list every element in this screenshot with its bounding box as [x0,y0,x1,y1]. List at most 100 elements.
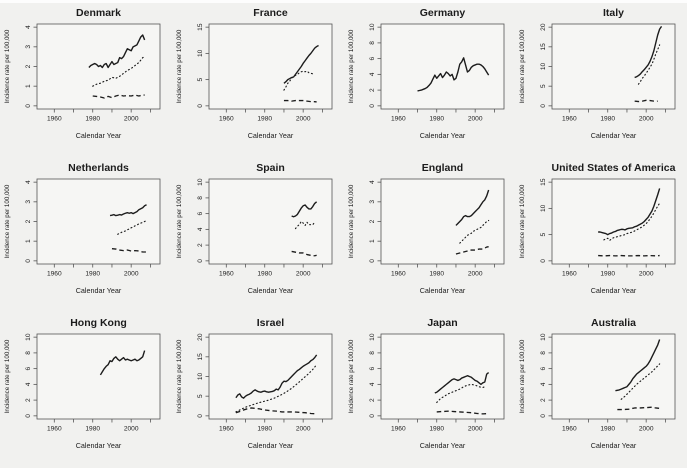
x-tick-label: 1980 [601,116,616,123]
x-tick-label: 1960 [47,426,62,433]
dashed-line [634,99,659,103]
y-tick-label: 0 [197,259,204,263]
top-margin-strip [0,0,687,3]
dotted-line [458,219,489,244]
y-tick-label: 8 [25,351,32,355]
dotted-line [435,383,485,404]
y-axis-label: Incidence rate per 100,000 [348,339,355,413]
x-tick-label: 1960 [562,116,577,123]
y-tick-label: 2 [369,88,376,92]
solid-line [291,201,317,218]
y-tick-label: 8 [369,351,376,355]
y-tick-label: 6 [540,366,547,370]
x-tick-label: 1960 [47,116,62,123]
y-tick-label: 3 [25,45,32,49]
chart-title: Denmark [76,7,121,19]
y-tick-label: 5 [540,84,547,88]
y-tick-label: 0 [369,414,376,418]
plot-area [551,23,676,110]
plot-area [208,333,333,420]
x-tick-label: 2000 [467,271,482,278]
dotted-line [92,56,146,87]
x-axis-label: Calendar Year [247,441,293,450]
y-tick-label: 10 [540,63,547,71]
x-tick-label: 1980 [85,116,100,123]
x-tick-label: 1980 [429,426,444,433]
y-tick-label: 2 [369,219,376,223]
dotted-line [638,44,661,85]
dotted-line [620,363,661,400]
y-tick-label: 8 [369,41,376,45]
chart-title: Japan [427,317,457,329]
plot-area [551,178,676,265]
y-tick-label: 3 [369,200,376,204]
chart-title: England [421,162,462,174]
x-tick-label: 1980 [601,271,616,278]
y-tick-label: 2 [25,219,32,223]
y-tick-label: 15 [197,353,204,361]
chart-title: Australia [591,317,636,329]
dotted-line [235,364,317,413]
plot-svg: 1960 1980 2000 0 2 4 6 8 10 Japan Calendar Year Inc… [348,317,504,450]
y-axis-label: Incidence rate per 100,000 [4,339,11,413]
x-tick-label: 2000 [296,271,311,278]
plot-svg: 1960 1980 2000 0 2 4 6 8 10 Spain Calendar Year Inc… [176,162,333,295]
y-tick-label: 10 [25,333,32,341]
y-tick-label: 0 [197,414,204,418]
plot-svg: 1960 1980 2000 0 1 2 3 4 Netherlands Calendar Yea… [4,162,161,295]
x-tick-label: 1980 [601,426,616,433]
y-tick-label: 0 [25,259,32,263]
solid-line [598,188,661,236]
x-tick-label: 1980 [429,116,444,123]
x-tick-label: 1980 [85,271,100,278]
x-tick-label: 2000 [639,271,654,278]
dashed-line [291,250,317,257]
solid-line [416,57,489,92]
chart-panel: 1960 1980 2000 0 5 10 15 United States of Ameri… [515,158,687,313]
plot-svg: 1960 1980 2000 0 5 10 15 United States of Ameri… [519,162,676,295]
y-tick-label: 10 [369,333,376,341]
y-tick-label: 1 [369,239,376,243]
x-axis-label: Calendar Year [419,131,465,140]
y-tick-label: 0 [25,104,32,108]
y-tick-label: 10 [540,333,547,341]
y-tick-label: 8 [197,196,204,200]
dashed-line [92,94,145,99]
dotted-line [294,220,316,230]
dashed-line [617,406,660,411]
plot-svg: 1960 1980 2000 0 5 10 15 20 Italy Calendar Year In… [519,7,676,140]
solid-line [109,204,147,217]
x-axis-label: Calendar Year [419,441,465,450]
y-tick-label: 10 [540,204,547,212]
chart-panel: 1960 1980 2000 0 5 10 15 France Calendar Year Inc… [172,3,344,158]
dashed-line [111,247,147,253]
y-axis-label: Incidence rate per 100,000 [519,339,526,413]
chart-title: France [253,7,288,19]
y-tick-label: 4 [369,180,376,184]
y-tick-label: 5 [197,394,204,398]
x-tick-label: 1960 [219,426,234,433]
chart-title: Germany [419,7,465,19]
x-tick-label: 1960 [562,426,577,433]
y-tick-label: 6 [369,366,376,370]
chart-title: Netherlands [68,162,129,174]
solid-line [434,372,489,394]
x-tick-label: 1960 [562,271,577,278]
plot-area [380,178,504,265]
plot-svg: 1960 1980 2000 0 2 4 6 8 10 Germany Calendar Year I… [348,7,504,140]
y-tick-label: 6 [25,366,32,370]
chart-title: Hong Kong [70,317,127,329]
y-tick-label: 10 [369,23,376,31]
x-axis-label: Calendar Year [76,441,122,450]
chart-panel: 1960 1980 2000 0 2 4 6 8 10 Hong Kong Calendar Yea… [0,313,172,468]
chart-title: United States of America [552,162,676,174]
y-tick-label: 4 [369,382,376,386]
y-tick-label: 3 [25,200,32,204]
y-axis-label: Incidence rate per 100,000 [4,29,11,103]
chart-panel: 1960 1980 2000 0 2 4 6 8 10 Japan Calendar Year Inc… [344,313,516,468]
dotted-line [603,202,661,241]
x-tick-label: 1960 [219,271,234,278]
y-tick-label: 0 [540,104,547,108]
plot-area [36,333,161,420]
